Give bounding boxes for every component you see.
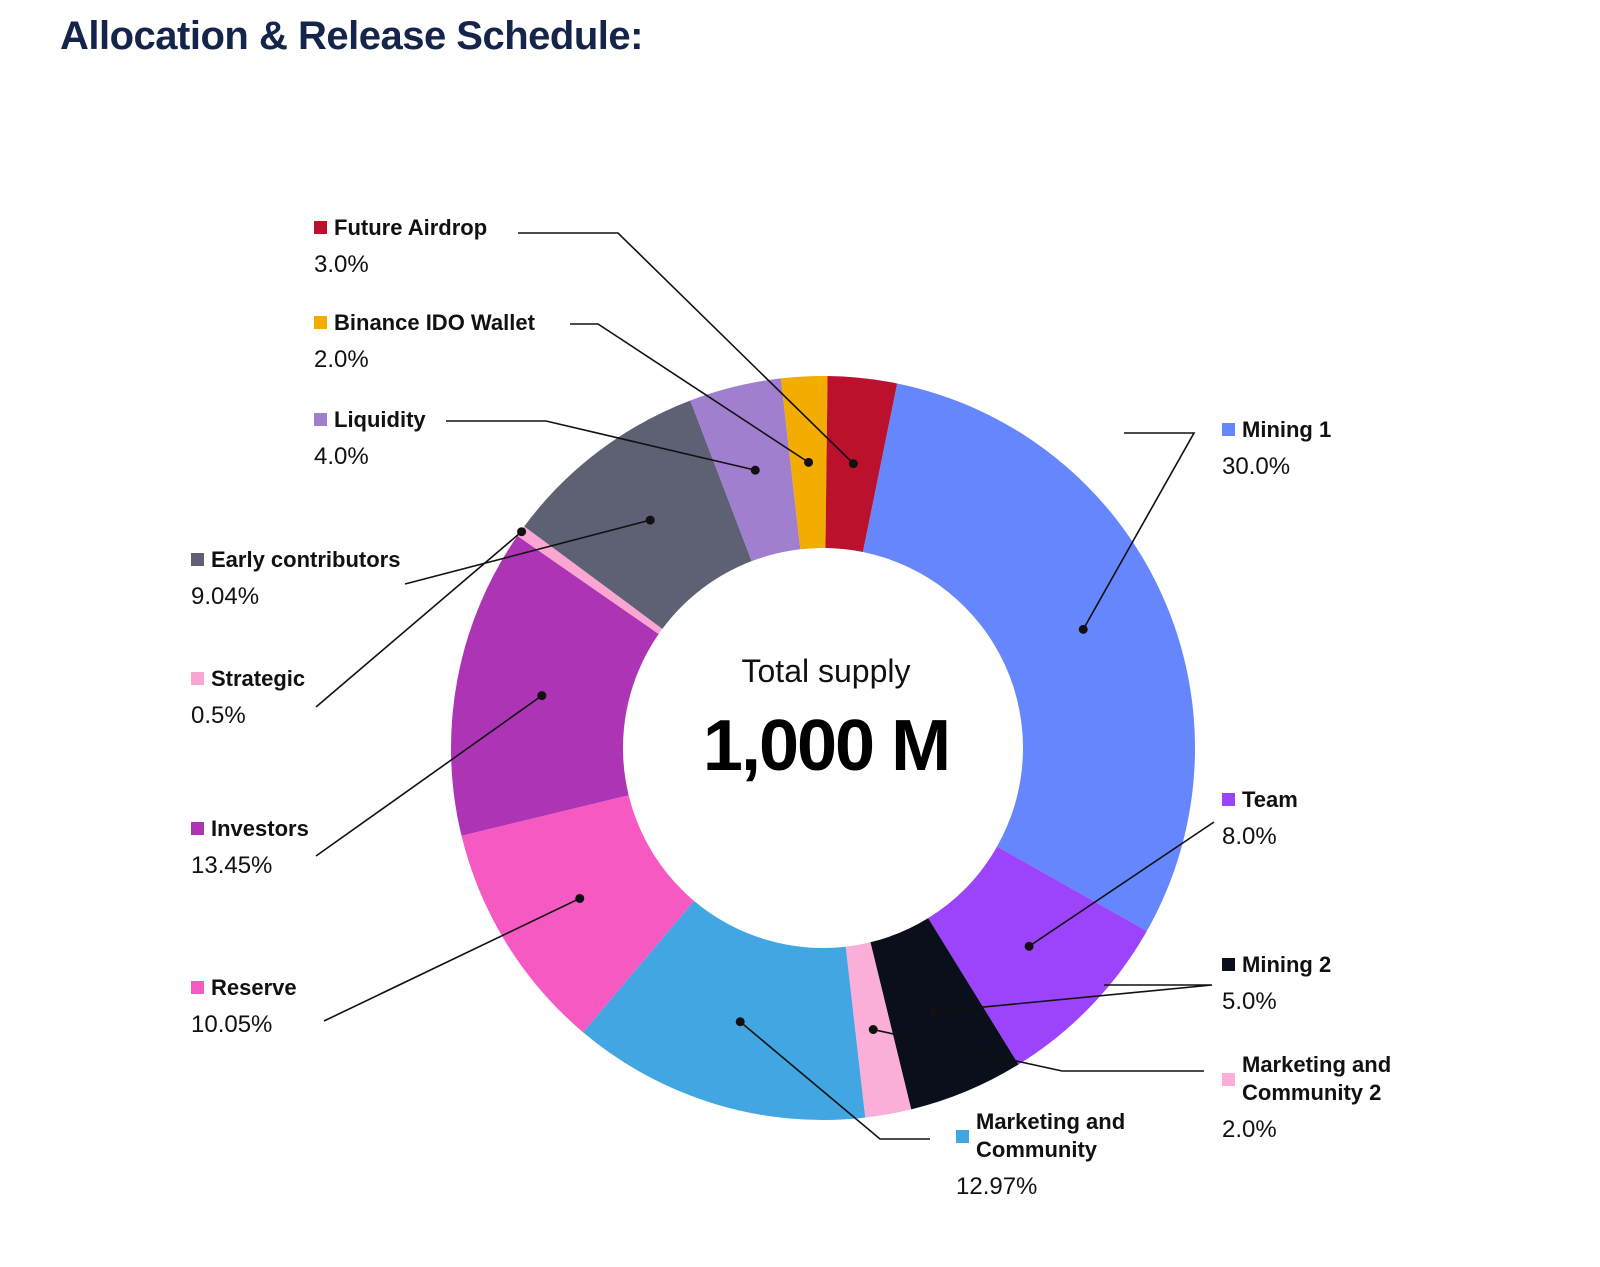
label-percentage: 0.5%: [191, 702, 246, 729]
label-name: Liquidity: [334, 407, 426, 432]
slice-early-contributors: [524, 400, 752, 629]
slice-future-airdrop: [825, 376, 898, 553]
label-marketing-and-community-2: Marketing and Community 2 2.0%: [1222, 1052, 1391, 1143]
leader-dot: [868, 1025, 878, 1035]
donut-slices: [451, 376, 1196, 1120]
label-name: Mining 2: [1242, 952, 1331, 977]
label-name: Marketing and Community: [976, 1109, 1125, 1162]
leader-line: [518, 232, 854, 465]
label-name: Strategic: [211, 666, 305, 691]
leader-dot: [575, 893, 585, 903]
label-name: Team: [1242, 787, 1298, 812]
label-investors: Investors 13.45%: [191, 816, 309, 879]
leader-dot: [848, 459, 858, 469]
leader-dot: [1024, 941, 1034, 951]
legend-swatch: [1222, 423, 1235, 436]
leader-line: [315, 694, 543, 857]
legend-swatch: [191, 981, 204, 994]
legend-swatch: [1222, 1073, 1235, 1086]
slice-liquidity: [690, 378, 801, 562]
label-name: Investors: [211, 816, 309, 841]
leader-line: [1082, 432, 1196, 630]
leader-line: [446, 420, 756, 471]
leader-line: [933, 984, 1213, 1013]
legend-swatch: [191, 553, 204, 566]
label-percentage: 30.0%: [1222, 453, 1290, 480]
leader-line: [1028, 821, 1215, 947]
label-percentage: 2.0%: [1222, 1116, 1277, 1143]
label-name: Mining 1: [1242, 417, 1331, 442]
legend-swatch: [314, 316, 327, 329]
leader-dot: [735, 1017, 745, 1027]
leader-line: [323, 897, 581, 1022]
slice-reserve: [461, 795, 694, 1033]
legend-swatch: [191, 822, 204, 835]
label-percentage: 9.04%: [191, 583, 259, 610]
legend-swatch: [191, 672, 204, 685]
slice-marketing-and-community: [583, 900, 866, 1120]
label-percentage: 2.0%: [314, 346, 369, 373]
leader-line: [315, 531, 523, 708]
label-percentage: 8.0%: [1222, 823, 1277, 850]
leader-dot: [928, 1007, 938, 1017]
slice-labels: Mining 1 30.0% Team 8.0% Mining 2 5.0% Marketi…: [191, 215, 1391, 1200]
legend-swatch: [1222, 793, 1235, 806]
label-marketing-and-community: Marketing and Community 12.97%: [956, 1109, 1125, 1200]
leader-line: [739, 1021, 930, 1140]
label-name: Future Airdrop: [334, 215, 487, 240]
leader-dot: [750, 465, 760, 475]
leader-dot: [804, 457, 814, 467]
leader-lines: [315, 232, 1215, 1140]
legend-swatch: [1222, 958, 1235, 971]
label-name: Binance IDO Wallet: [334, 310, 536, 335]
legend-swatch: [956, 1130, 969, 1143]
center-value: 1,000 M: [703, 706, 949, 786]
slice-investors: [451, 535, 659, 836]
slice-mining-1: [862, 383, 1196, 932]
label-percentage: 13.45%: [191, 852, 272, 879]
slice-mining-2: [870, 918, 1019, 1110]
label-strategic: Strategic 0.5%: [191, 666, 305, 729]
slice-strategic: [517, 526, 663, 634]
leader-dot: [645, 515, 655, 525]
label-liquidity: Liquidity 4.0%: [314, 407, 426, 470]
label-percentage: 5.0%: [1222, 988, 1277, 1015]
label-name: Early contributors: [211, 547, 400, 572]
leader-dot: [517, 527, 527, 537]
leader-dot: [1078, 624, 1088, 634]
leader-dot: [537, 691, 547, 701]
label-name: Reserve: [211, 975, 297, 1000]
slice-team: [928, 846, 1147, 1065]
leader-line: [873, 1028, 1204, 1072]
page-title: Allocation & Release Schedule:: [60, 14, 643, 58]
label-team: Team 8.0%: [1222, 787, 1298, 850]
label-percentage: 4.0%: [314, 443, 369, 470]
label-name: Marketing and Community 2: [1242, 1052, 1391, 1105]
legend-swatch: [314, 221, 327, 234]
legend-swatch: [314, 413, 327, 426]
label-percentage: 10.05%: [191, 1011, 272, 1038]
label-early-contributors: Early contributors 9.04%: [191, 547, 400, 610]
label-mining-1: Mining 1 30.0%: [1222, 417, 1331, 480]
label-future-airdrop: Future Airdrop 3.0%: [314, 215, 487, 278]
leader-line: [570, 323, 809, 464]
center-label: Total supply: [742, 653, 911, 689]
label-percentage: 12.97%: [956, 1173, 1037, 1200]
label-binance-ido-wallet: Binance IDO Wallet 2.0%: [314, 310, 536, 373]
label-reserve: Reserve 10.05%: [191, 975, 297, 1038]
label-percentage: 3.0%: [314, 251, 369, 278]
leader-line: [404, 519, 651, 585]
label-mining-2: Mining 2 5.0%: [1222, 952, 1331, 1015]
